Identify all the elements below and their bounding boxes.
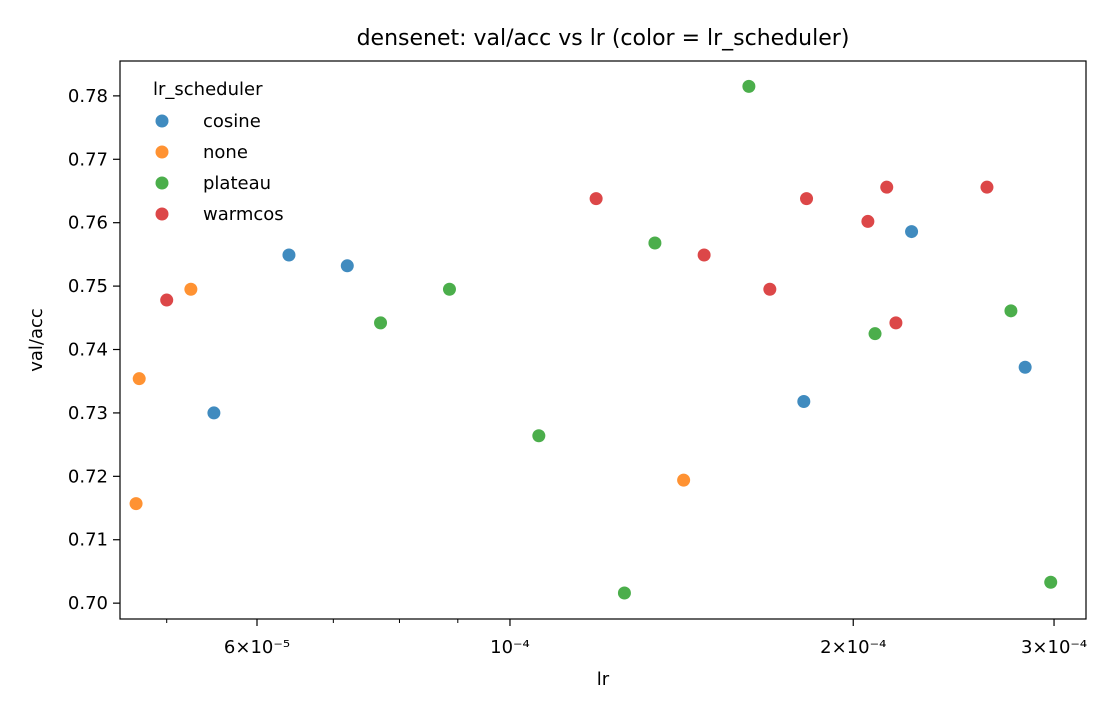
x-tick-label: 10⁻⁴	[490, 637, 530, 658]
point-none	[184, 282, 198, 296]
point-warmcos	[697, 248, 711, 262]
legend-item-cosine: cosine	[155, 111, 261, 132]
point-cosine	[1018, 360, 1032, 374]
y-axis-label: val/acc	[26, 308, 47, 372]
legend-title: lr_scheduler	[153, 79, 263, 100]
legend-item-none: none	[155, 142, 248, 163]
point-plateau	[868, 327, 882, 341]
x-tick-label: 6×10⁻⁵	[224, 637, 290, 658]
chart-title: densenet: val/acc vs lr (color = lr_sche…	[357, 26, 850, 51]
points-layer	[129, 79, 1058, 600]
legend-item-plateau: plateau	[155, 173, 271, 194]
legend-label: none	[203, 142, 248, 163]
y-tick-label: 0.70	[68, 593, 108, 614]
ticks-layer: 0.70 0.71 0.72 0.73 0.74 0.75 0.76 0.77 0.78 6×10…	[68, 86, 1087, 658]
y-tick-label: 0.71	[68, 530, 108, 551]
point-plateau	[742, 79, 756, 93]
x-tick-label: 3×10⁻⁴	[1021, 637, 1087, 658]
y-tick-label: 0.72	[68, 466, 108, 487]
point-warmcos	[889, 316, 903, 330]
legend-label: plateau	[203, 173, 271, 194]
point-warmcos	[861, 214, 875, 228]
point-cosine	[340, 259, 354, 273]
point-none	[132, 372, 146, 386]
legend-marker	[155, 145, 169, 159]
y-tick-label: 0.78	[68, 86, 108, 107]
y-tick-label: 0.77	[68, 149, 108, 170]
plot-frame	[119, 60, 1087, 620]
point-plateau	[648, 236, 662, 250]
point-warmcos	[763, 282, 777, 296]
point-cosine	[207, 406, 221, 420]
point-plateau	[617, 586, 631, 600]
legend-item-warmcos: warmcos	[155, 204, 284, 225]
legend-marker	[155, 114, 169, 128]
x-tick-label: 2×10⁻⁴	[820, 637, 886, 658]
point-none	[129, 497, 143, 511]
legend-label: warmcos	[203, 204, 284, 225]
point-plateau	[532, 429, 546, 443]
point-cosine	[797, 395, 811, 409]
y-tick-label: 0.76	[68, 213, 108, 234]
y-tick-label: 0.73	[68, 403, 108, 424]
point-warmcos	[980, 180, 994, 194]
point-warmcos	[800, 192, 814, 206]
y-tick-label: 0.74	[68, 340, 108, 361]
point-warmcos	[589, 192, 603, 206]
point-none	[677, 473, 691, 487]
point-cosine	[905, 225, 919, 239]
point-plateau	[1044, 575, 1058, 589]
legend-marker	[155, 207, 169, 221]
point-warmcos	[880, 180, 894, 194]
point-warmcos	[160, 293, 174, 307]
point-plateau	[442, 282, 456, 296]
point-cosine	[282, 248, 296, 262]
point-plateau	[374, 316, 388, 330]
legend-label: cosine	[203, 111, 261, 132]
legend-marker	[155, 176, 169, 190]
x-axis-label: lr	[597, 669, 610, 690]
point-plateau	[1004, 304, 1018, 318]
y-tick-label: 0.75	[68, 276, 108, 297]
